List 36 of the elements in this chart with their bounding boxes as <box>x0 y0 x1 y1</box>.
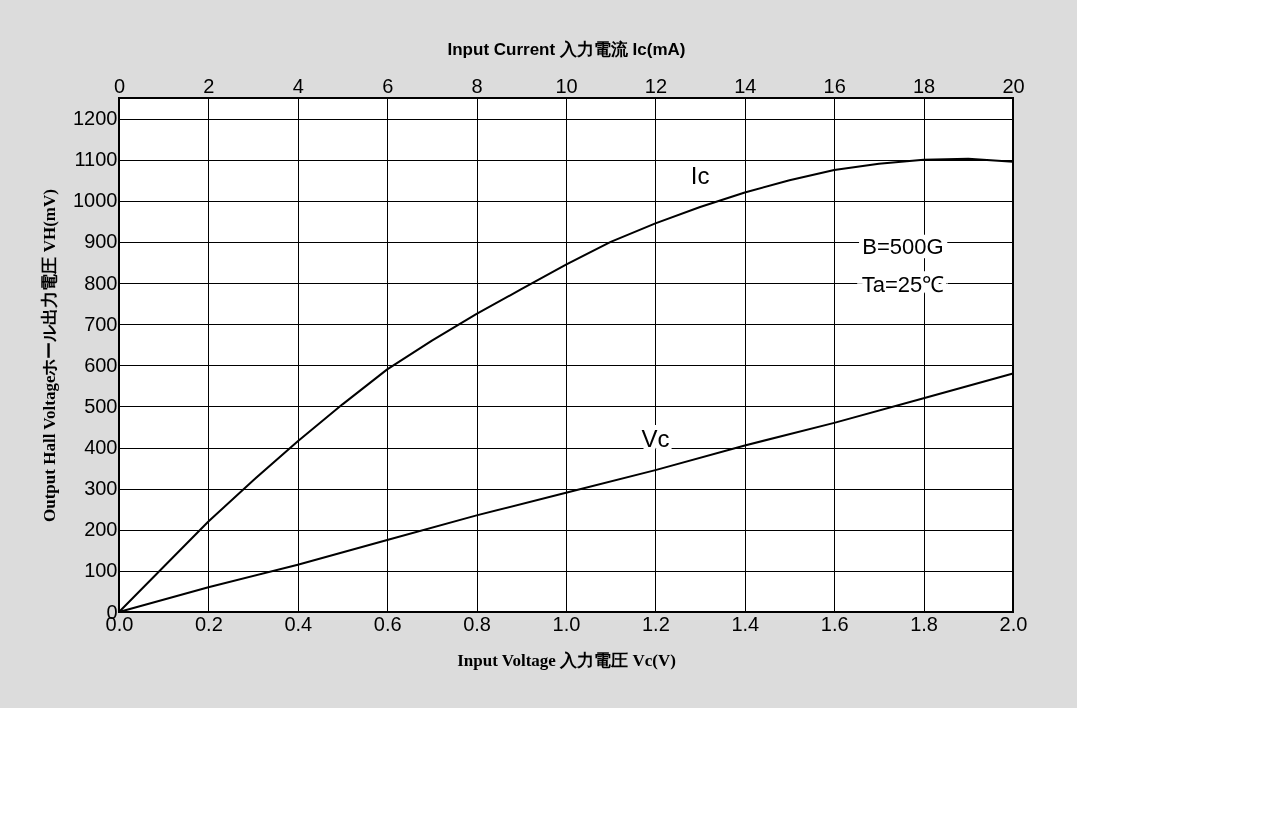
y-tick-label: 700 <box>84 312 118 335</box>
x-tick-label: 0.2 <box>194 612 223 635</box>
x-tick-label: 0.4 <box>284 612 313 635</box>
y-tick-label: 900 <box>84 230 118 253</box>
x-tick-label: 1.8 <box>910 612 939 635</box>
x2-tick-label: 16 <box>823 74 846 97</box>
x2-tick-label: 10 <box>555 74 578 97</box>
x2-tick-label: 18 <box>912 74 936 97</box>
x-tick-label: 0.8 <box>463 612 492 635</box>
y-tick-label: 1100 <box>74 148 118 171</box>
x-tick-label: 1.4 <box>731 612 760 635</box>
x2-tick-label: 6 <box>382 74 394 97</box>
y-tick-label: 100 <box>84 559 118 582</box>
x-tick-label: 2.0 <box>999 612 1028 635</box>
x-tick-label: 1.0 <box>552 612 581 635</box>
x2-tick-label: 14 <box>734 74 757 97</box>
y-tick-label: 400 <box>84 436 118 459</box>
x2-tick-label: 8 <box>471 74 483 97</box>
x-tick-label: 0.6 <box>373 612 402 635</box>
x2-tick-label: 2 <box>203 74 215 97</box>
series-label: Ic <box>690 161 710 189</box>
y-tick-label: 1000 <box>73 189 118 212</box>
y-tick-label: 1200 <box>73 107 118 130</box>
x2-tick-label: 4 <box>292 74 304 97</box>
x2-tick-label: 12 <box>644 74 668 97</box>
x2-tick-label: 20 <box>1002 74 1025 97</box>
x2-axis-title: Input Current 入力電流 Ic(mA) <box>447 39 686 59</box>
y-axis-title: Output Hall Voltageホール出力電圧 VH(mV) <box>40 189 60 522</box>
x-tick-label: 1.2 <box>641 612 670 635</box>
y-tick-label: 500 <box>84 394 118 417</box>
y-tick-label: 200 <box>84 518 118 541</box>
x-axis-title: Input Voltage 入力電圧 Vc(V) <box>457 650 676 670</box>
y-tick-label: 800 <box>84 271 118 294</box>
y-tick-label: 300 <box>84 477 118 500</box>
x-tick-label: 1.6 <box>820 612 849 635</box>
y-tick-label: 600 <box>84 353 118 376</box>
